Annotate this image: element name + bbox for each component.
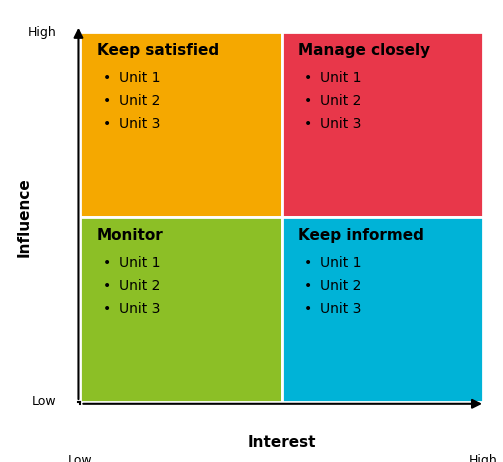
- Text: Low: Low: [68, 454, 93, 462]
- Text: Low: Low: [32, 395, 56, 408]
- Bar: [80, 217, 282, 402]
- Bar: [282, 32, 483, 217]
- Text: •: •: [304, 302, 312, 316]
- Bar: [282, 217, 483, 402]
- Text: Unit 2: Unit 2: [119, 279, 160, 293]
- Text: Unit 1: Unit 1: [320, 71, 362, 85]
- Text: Manage closely: Manage closely: [298, 43, 430, 58]
- Text: •: •: [304, 71, 312, 85]
- Text: Unit 3: Unit 3: [119, 302, 160, 316]
- Text: High: High: [468, 454, 497, 462]
- Text: Interest: Interest: [247, 435, 316, 450]
- Text: Unit 3: Unit 3: [119, 117, 160, 131]
- Text: •: •: [103, 302, 111, 316]
- Text: •: •: [103, 256, 111, 270]
- Text: •: •: [304, 256, 312, 270]
- Text: •: •: [103, 71, 111, 85]
- Text: Unit 2: Unit 2: [119, 94, 160, 108]
- Text: Unit 1: Unit 1: [119, 71, 160, 85]
- Text: Influence: Influence: [17, 177, 32, 257]
- Bar: [80, 32, 282, 217]
- Text: •: •: [103, 279, 111, 293]
- Text: •: •: [304, 94, 312, 108]
- Text: •: •: [304, 117, 312, 131]
- Text: Unit 2: Unit 2: [320, 94, 361, 108]
- Text: •: •: [103, 117, 111, 131]
- Text: Keep informed: Keep informed: [298, 228, 424, 243]
- Text: •: •: [103, 94, 111, 108]
- Text: Unit 2: Unit 2: [320, 279, 361, 293]
- Text: Unit 1: Unit 1: [320, 256, 362, 270]
- Text: Keep satisfied: Keep satisfied: [97, 43, 219, 58]
- Text: Monitor: Monitor: [97, 228, 163, 243]
- Text: Unit 3: Unit 3: [320, 302, 361, 316]
- Text: High: High: [28, 26, 56, 39]
- Text: •: •: [304, 279, 312, 293]
- Text: Unit 1: Unit 1: [119, 256, 160, 270]
- Text: Unit 3: Unit 3: [320, 117, 361, 131]
